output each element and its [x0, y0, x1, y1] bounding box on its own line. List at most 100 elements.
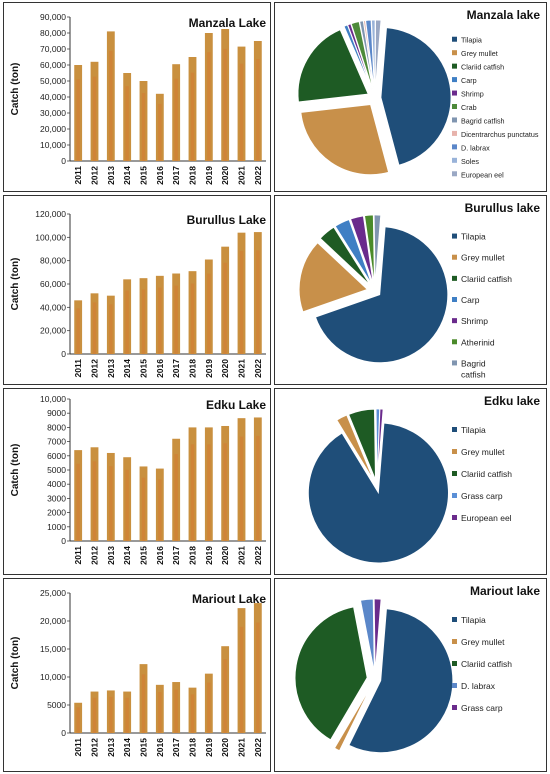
bar-highlight — [190, 694, 195, 733]
x-tick-label: 2018 — [188, 359, 198, 378]
bar-highlight — [239, 63, 244, 162]
chart-title: Mariout Lake — [192, 592, 266, 606]
bar-highlight — [158, 479, 162, 541]
legend-label: Shrimp — [461, 316, 488, 326]
bar-highlight — [125, 697, 129, 733]
legend-swatch — [452, 90, 457, 96]
x-tick-label: 2022 — [253, 738, 263, 757]
bar — [188, 271, 197, 354]
legend-label: Bagrid catfish — [461, 116, 505, 125]
legend-swatch — [452, 233, 457, 239]
chart-title: Burullus lake — [465, 201, 541, 215]
y-tick-label: 1000 — [47, 522, 66, 532]
x-tick-label: 2020 — [220, 166, 230, 185]
pie-slice — [300, 104, 390, 175]
y-axis-label: Catch (ton) — [10, 637, 21, 690]
bar — [139, 81, 148, 161]
y-tick-label: 60,000 — [40, 60, 66, 70]
x-tick-label: 2019 — [204, 546, 214, 565]
bar — [123, 73, 132, 161]
legend-label: D. labrax — [461, 681, 496, 691]
legend-label: Clariid catfish — [461, 469, 512, 479]
x-tick-label: 2019 — [204, 738, 214, 757]
legend-swatch — [452, 297, 457, 302]
x-tick-label: 2017 — [171, 359, 181, 378]
bar-highlight — [256, 622, 260, 733]
bar-highlight — [190, 444, 195, 541]
legend-label: Grey mullet — [461, 253, 505, 263]
bar — [90, 691, 99, 733]
pie-chart-svg: Mariout lake Tilapia Grey mullet Clariid ca… — [294, 584, 540, 753]
pie-slice — [360, 598, 375, 672]
y-tick-label: 20,000 — [40, 326, 66, 336]
bar — [172, 438, 181, 541]
bar-highlight — [256, 59, 260, 161]
bar — [221, 425, 230, 541]
chart-title: Mariout lake — [470, 584, 540, 598]
x-tick-label: 2021 — [237, 166, 247, 185]
legend-swatch — [452, 360, 457, 366]
chart-title: Manzala lake — [467, 8, 541, 22]
x-tick-label: 2015 — [139, 738, 149, 757]
chart-title: Burullus Lake — [187, 213, 267, 227]
bar-highlight — [174, 454, 178, 541]
y-tick-label: 100,000 — [35, 232, 66, 242]
bar-highlight — [109, 466, 113, 541]
legend-label: Tilapia — [461, 615, 486, 625]
x-tick-label: 2011 — [73, 359, 83, 378]
legend-label: Dicentrarchus punctatus — [461, 130, 539, 139]
bar — [221, 29, 230, 161]
bar — [139, 278, 148, 354]
x-tick-label: 2021 — [237, 546, 247, 565]
bar — [253, 41, 262, 161]
bar-highlight — [223, 659, 227, 733]
legend-label: Atherinid — [461, 337, 495, 347]
legend-swatch — [452, 77, 457, 83]
pie-slice — [347, 23, 373, 91]
legend-swatch — [452, 157, 457, 163]
y-axis-label: Catch (ton) — [10, 63, 21, 116]
bar — [237, 46, 246, 161]
bar — [155, 93, 164, 161]
chart-title: Edku lake — [484, 394, 540, 408]
legend-label: Grey mullet — [461, 447, 505, 457]
bar-highlight — [125, 469, 129, 541]
legend-label: Clariid catfish — [461, 63, 504, 72]
y-tick-label: 2000 — [47, 508, 66, 518]
y-tick-label: 0 — [61, 349, 66, 359]
x-tick-label: 2012 — [90, 738, 100, 757]
y-tick-label: 80,000 — [40, 256, 66, 266]
legend-swatch — [452, 171, 457, 177]
legend-label: Clariid catfish — [461, 659, 512, 669]
bar — [90, 447, 99, 541]
y-tick-label: 30,000 — [40, 108, 66, 118]
y-tick-label: 0 — [61, 536, 66, 546]
bar-highlight — [158, 103, 162, 161]
bar-highlight — [239, 250, 244, 354]
bar — [155, 468, 164, 541]
pie-slice — [371, 19, 376, 91]
pie-chart-panel: Edku lake Tilapia Grey mullet Clariid catfi… — [274, 388, 547, 575]
bar-chart-svg: 0 1000 2000 3000 4000 5000 6000 7000 8000 9000 10,… — [10, 394, 266, 565]
bar — [123, 279, 132, 354]
legend-swatch — [452, 117, 457, 123]
bar-highlight — [125, 290, 129, 354]
bar-highlight — [207, 52, 211, 162]
x-tick-label: 2013 — [106, 166, 116, 185]
legend-swatch — [452, 427, 457, 432]
pie-chart-svg: Edku lake Tilapia Grey mullet Clariid catfi… — [308, 394, 540, 564]
bar — [106, 31, 115, 162]
legend-swatch — [452, 683, 457, 688]
y-tick-label: 80,000 — [40, 28, 66, 38]
bar — [221, 646, 230, 733]
x-tick-label: 2020 — [220, 359, 230, 378]
bar-highlight — [109, 696, 113, 733]
bar — [188, 427, 197, 541]
legend-swatch — [452, 275, 457, 281]
legend-label: Crab — [461, 103, 477, 112]
bar — [253, 603, 262, 733]
x-tick-label: 2017 — [171, 738, 181, 757]
x-tick-label: 2020 — [220, 546, 230, 565]
bar-highlight — [223, 48, 227, 161]
pie-slice — [334, 685, 372, 752]
